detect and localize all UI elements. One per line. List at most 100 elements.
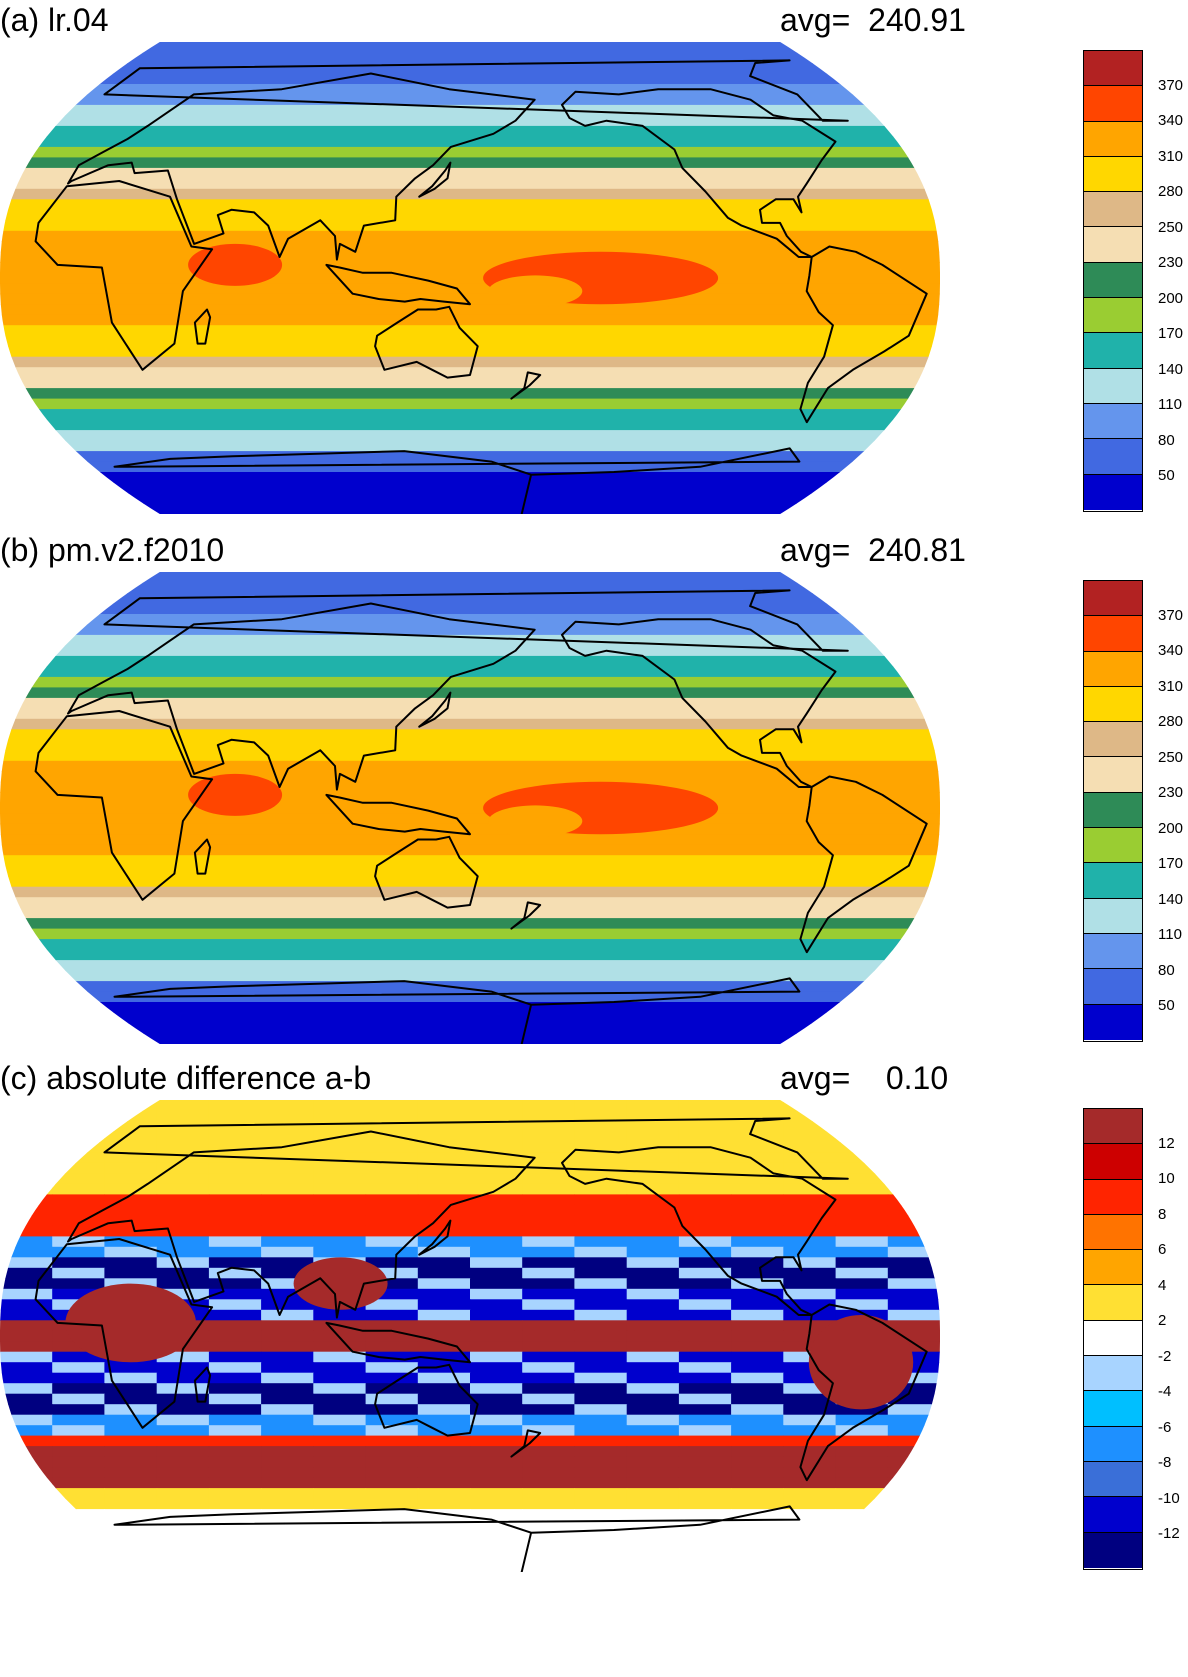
field-cell <box>156 1194 210 1206</box>
field-cell <box>574 1267 628 1279</box>
field-cell <box>313 1142 367 1154</box>
field-cell <box>626 1488 680 1500</box>
field-cell <box>0 1236 53 1248</box>
field-cell <box>783 1162 837 1174</box>
field-cell <box>835 1467 889 1479</box>
field-cell <box>522 1278 575 1290</box>
field-cell <box>887 1121 940 1133</box>
field-cell <box>678 1288 732 1300</box>
field-cell <box>365 1446 419 1458</box>
field-cell <box>52 1246 105 1258</box>
colorbar-tick-label: 4 <box>1158 1276 1167 1294</box>
field-cell <box>678 1330 732 1342</box>
field-cell <box>522 1121 575 1133</box>
field-cell <box>365 1236 419 1248</box>
colorbar-tick-label: 80 <box>1158 961 1175 979</box>
field-band <box>0 167 940 179</box>
field-cell <box>313 1561 367 1572</box>
field-band <box>0 582 940 594</box>
field-cell <box>104 1509 158 1521</box>
field-cell <box>261 1330 314 1342</box>
field-cell <box>365 1488 419 1500</box>
field-cell <box>208 1299 262 1311</box>
field-cell <box>156 1509 210 1521</box>
field-cell <box>574 1519 628 1531</box>
field-cell <box>574 1215 628 1227</box>
field-cell <box>678 1320 732 1332</box>
field-cell <box>574 1320 628 1332</box>
field-cell <box>261 1299 314 1311</box>
field-cell <box>208 1446 262 1458</box>
field-cell <box>678 1100 732 1112</box>
field-cell <box>835 1100 889 1112</box>
field-cell <box>783 1183 837 1195</box>
field-cell <box>261 1320 314 1332</box>
field-cell <box>783 1246 837 1258</box>
field-band <box>0 84 940 96</box>
coastline <box>67 602 536 791</box>
coastline <box>193 308 212 345</box>
field-band <box>0 63 940 75</box>
field-band <box>0 472 940 484</box>
field-cell <box>783 1225 837 1237</box>
field-cell <box>522 1100 575 1112</box>
field-cell <box>574 1225 628 1237</box>
field-cell <box>208 1414 262 1426</box>
coastline <box>193 838 212 875</box>
colorbar-swatch <box>1084 616 1142 652</box>
colorbar-tick-label: -2 <box>1158 1347 1172 1365</box>
field-cell <box>104 1456 158 1468</box>
field-cell <box>731 1414 784 1426</box>
field-cell <box>678 1236 732 1248</box>
field-band <box>0 813 940 825</box>
field-cell <box>574 1257 628 1269</box>
field-cell <box>104 1425 158 1437</box>
field-cell <box>731 1509 784 1521</box>
field-cell <box>156 1446 210 1458</box>
field-cell <box>313 1372 367 1384</box>
field-band <box>0 771 940 783</box>
field-cell <box>835 1225 889 1237</box>
field-cell <box>626 1404 680 1416</box>
field-cell <box>417 1236 471 1248</box>
field-cell <box>417 1435 471 1447</box>
field-cell <box>470 1393 523 1405</box>
field-cell <box>574 1173 628 1185</box>
field-cell <box>574 1498 628 1510</box>
field-cell <box>887 1372 940 1384</box>
field-cell <box>104 1100 158 1112</box>
field-cell <box>104 1204 158 1216</box>
field-cell <box>574 1100 628 1112</box>
field-cell <box>52 1225 105 1237</box>
field-cell <box>626 1467 680 1479</box>
field-cell <box>678 1372 732 1384</box>
field-cell <box>626 1456 680 1468</box>
field-band <box>0 991 940 1003</box>
field-cell <box>156 1351 210 1363</box>
field-cell <box>261 1257 314 1269</box>
field-cell <box>574 1530 628 1542</box>
field-cell <box>0 1288 53 1300</box>
field-cell <box>156 1215 210 1227</box>
field-band <box>0 398 940 410</box>
field-cell <box>313 1173 367 1185</box>
field-cell <box>52 1362 105 1374</box>
field-cell <box>52 1257 105 1269</box>
field-cell <box>574 1467 628 1479</box>
field-cell <box>156 1288 210 1300</box>
colorbar-tick-label: 50 <box>1158 467 1175 485</box>
field-cell <box>104 1110 158 1122</box>
field-cell <box>731 1194 784 1206</box>
field-cell <box>574 1477 628 1489</box>
field-cell <box>365 1299 419 1311</box>
field-cell <box>470 1215 523 1227</box>
field-cell <box>104 1561 158 1572</box>
field-cell <box>887 1404 940 1416</box>
colorbar-swatch <box>1084 757 1142 793</box>
field-cell <box>470 1351 523 1363</box>
field-band <box>0 430 940 442</box>
field-bands <box>0 1100 940 1572</box>
field-band <box>0 73 940 85</box>
colorbar-swatch <box>1084 1461 1142 1498</box>
field-cell <box>470 1173 523 1185</box>
